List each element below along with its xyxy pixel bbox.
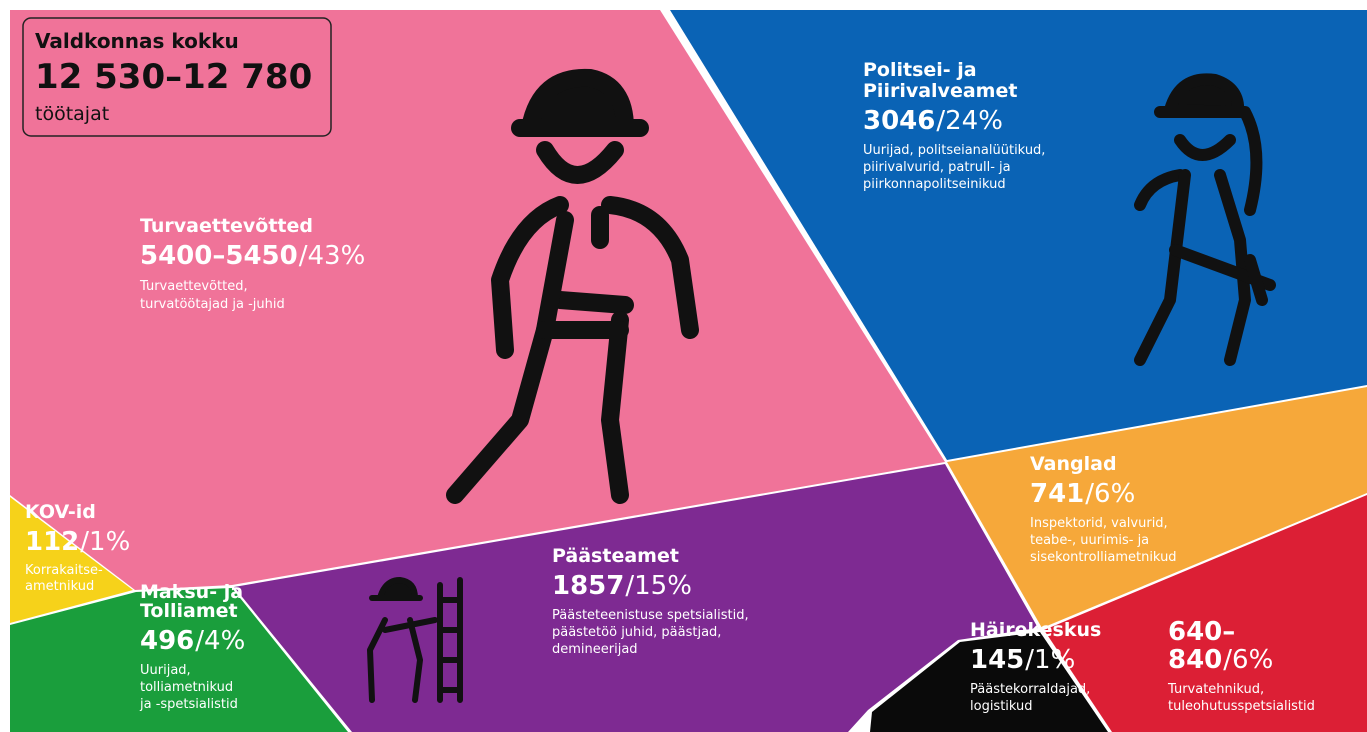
total-unit: töötajat — [35, 103, 109, 125]
segment-name: Maksu- ja — [140, 581, 243, 603]
police-officer-icon — [1134, 73, 1276, 366]
segment-description: päästetöö juhid, päästjad, — [552, 625, 721, 640]
segment-description: ja -spetsialistid — [139, 697, 238, 712]
segment-description: Inspektorid, valvurid, — [1030, 516, 1168, 531]
segment-name: Häirekeskus — [970, 619, 1101, 641]
segment-description: teabe-, uurimis- ja — [1030, 533, 1149, 548]
total-box — [22, 17, 332, 137]
segment-description: Uurijad, — [140, 663, 191, 678]
segment-red — [1044, 495, 1367, 732]
segment-count: 840 — [1168, 645, 1222, 675]
segment-share: /6% — [1085, 479, 1135, 509]
segment-pink — [10, 10, 945, 590]
segment-description: logistikud — [970, 699, 1033, 714]
segment-count: 112 — [25, 527, 79, 557]
segment-orange — [947, 387, 1367, 628]
segment-count: 1857 — [552, 571, 624, 601]
segment-description: Turvatehnikud, — [1167, 682, 1264, 697]
segment-description: Päästekorraldajad, — [970, 682, 1090, 697]
segment-description: piirkonnapolitseinikud — [863, 177, 1006, 192]
segment-description: tolliametnikud — [140, 680, 233, 695]
segment-description: turvatöötajad ja -juhid — [140, 297, 285, 312]
segment-share: /6% — [1223, 645, 1273, 675]
segment-description: tuleohutusspetsialistid — [1168, 699, 1315, 714]
segment-blue — [670, 10, 1367, 460]
segment-name: Vanglad — [1030, 453, 1117, 475]
segment-share: /24% — [936, 106, 1003, 136]
segment-name: Politsei- ja — [863, 59, 977, 81]
total-value: 12 530–12 780 — [35, 57, 312, 97]
segment-count: 5400–5450 — [140, 241, 298, 271]
segment-share: /43% — [299, 241, 366, 271]
segment-green — [10, 588, 348, 732]
segment-name: Piirivalveamet — [863, 80, 1017, 102]
segment-count: 496 — [140, 626, 194, 656]
segment-description: ametnikud — [25, 579, 94, 594]
segment-name: Tolliamet — [140, 600, 238, 622]
segment-description: sisekontrolliametnikud — [1030, 550, 1177, 565]
segment-name: Päästeamet — [552, 545, 679, 567]
segment-count: 640– — [1168, 617, 1235, 647]
segment-description: demineerijad — [552, 642, 638, 657]
segment-description: piirivalvurid, patrull- ja — [863, 160, 1011, 175]
firefighter-icon — [367, 577, 463, 703]
segment-count: 145 — [970, 645, 1024, 675]
segment-yellow — [10, 497, 133, 623]
segment-share: /1% — [80, 527, 130, 557]
segment-description: Turvaettevõtted, — [139, 279, 248, 294]
segment-description: Korrakaitse- — [25, 563, 103, 578]
segment-share: /4% — [195, 626, 245, 656]
segment-purple — [234, 464, 1038, 732]
security-guard-icon — [446, 68, 699, 504]
segment-description: Päästeteenistuse spetsialistid, — [552, 608, 749, 623]
total-title: Valdkonnas kokku — [35, 29, 239, 53]
segment-name: KOV-id — [25, 501, 96, 523]
segment-black — [870, 632, 1108, 732]
segment-count: 741 — [1030, 479, 1084, 509]
segment-share: /1% — [1025, 645, 1075, 675]
segment-share: /15% — [625, 571, 692, 601]
segment-name: Turvaettevõtted — [140, 215, 313, 237]
segment-description: Uurijad, politseianalüütikud, — [863, 143, 1045, 158]
segment-count: 3046 — [863, 106, 935, 136]
